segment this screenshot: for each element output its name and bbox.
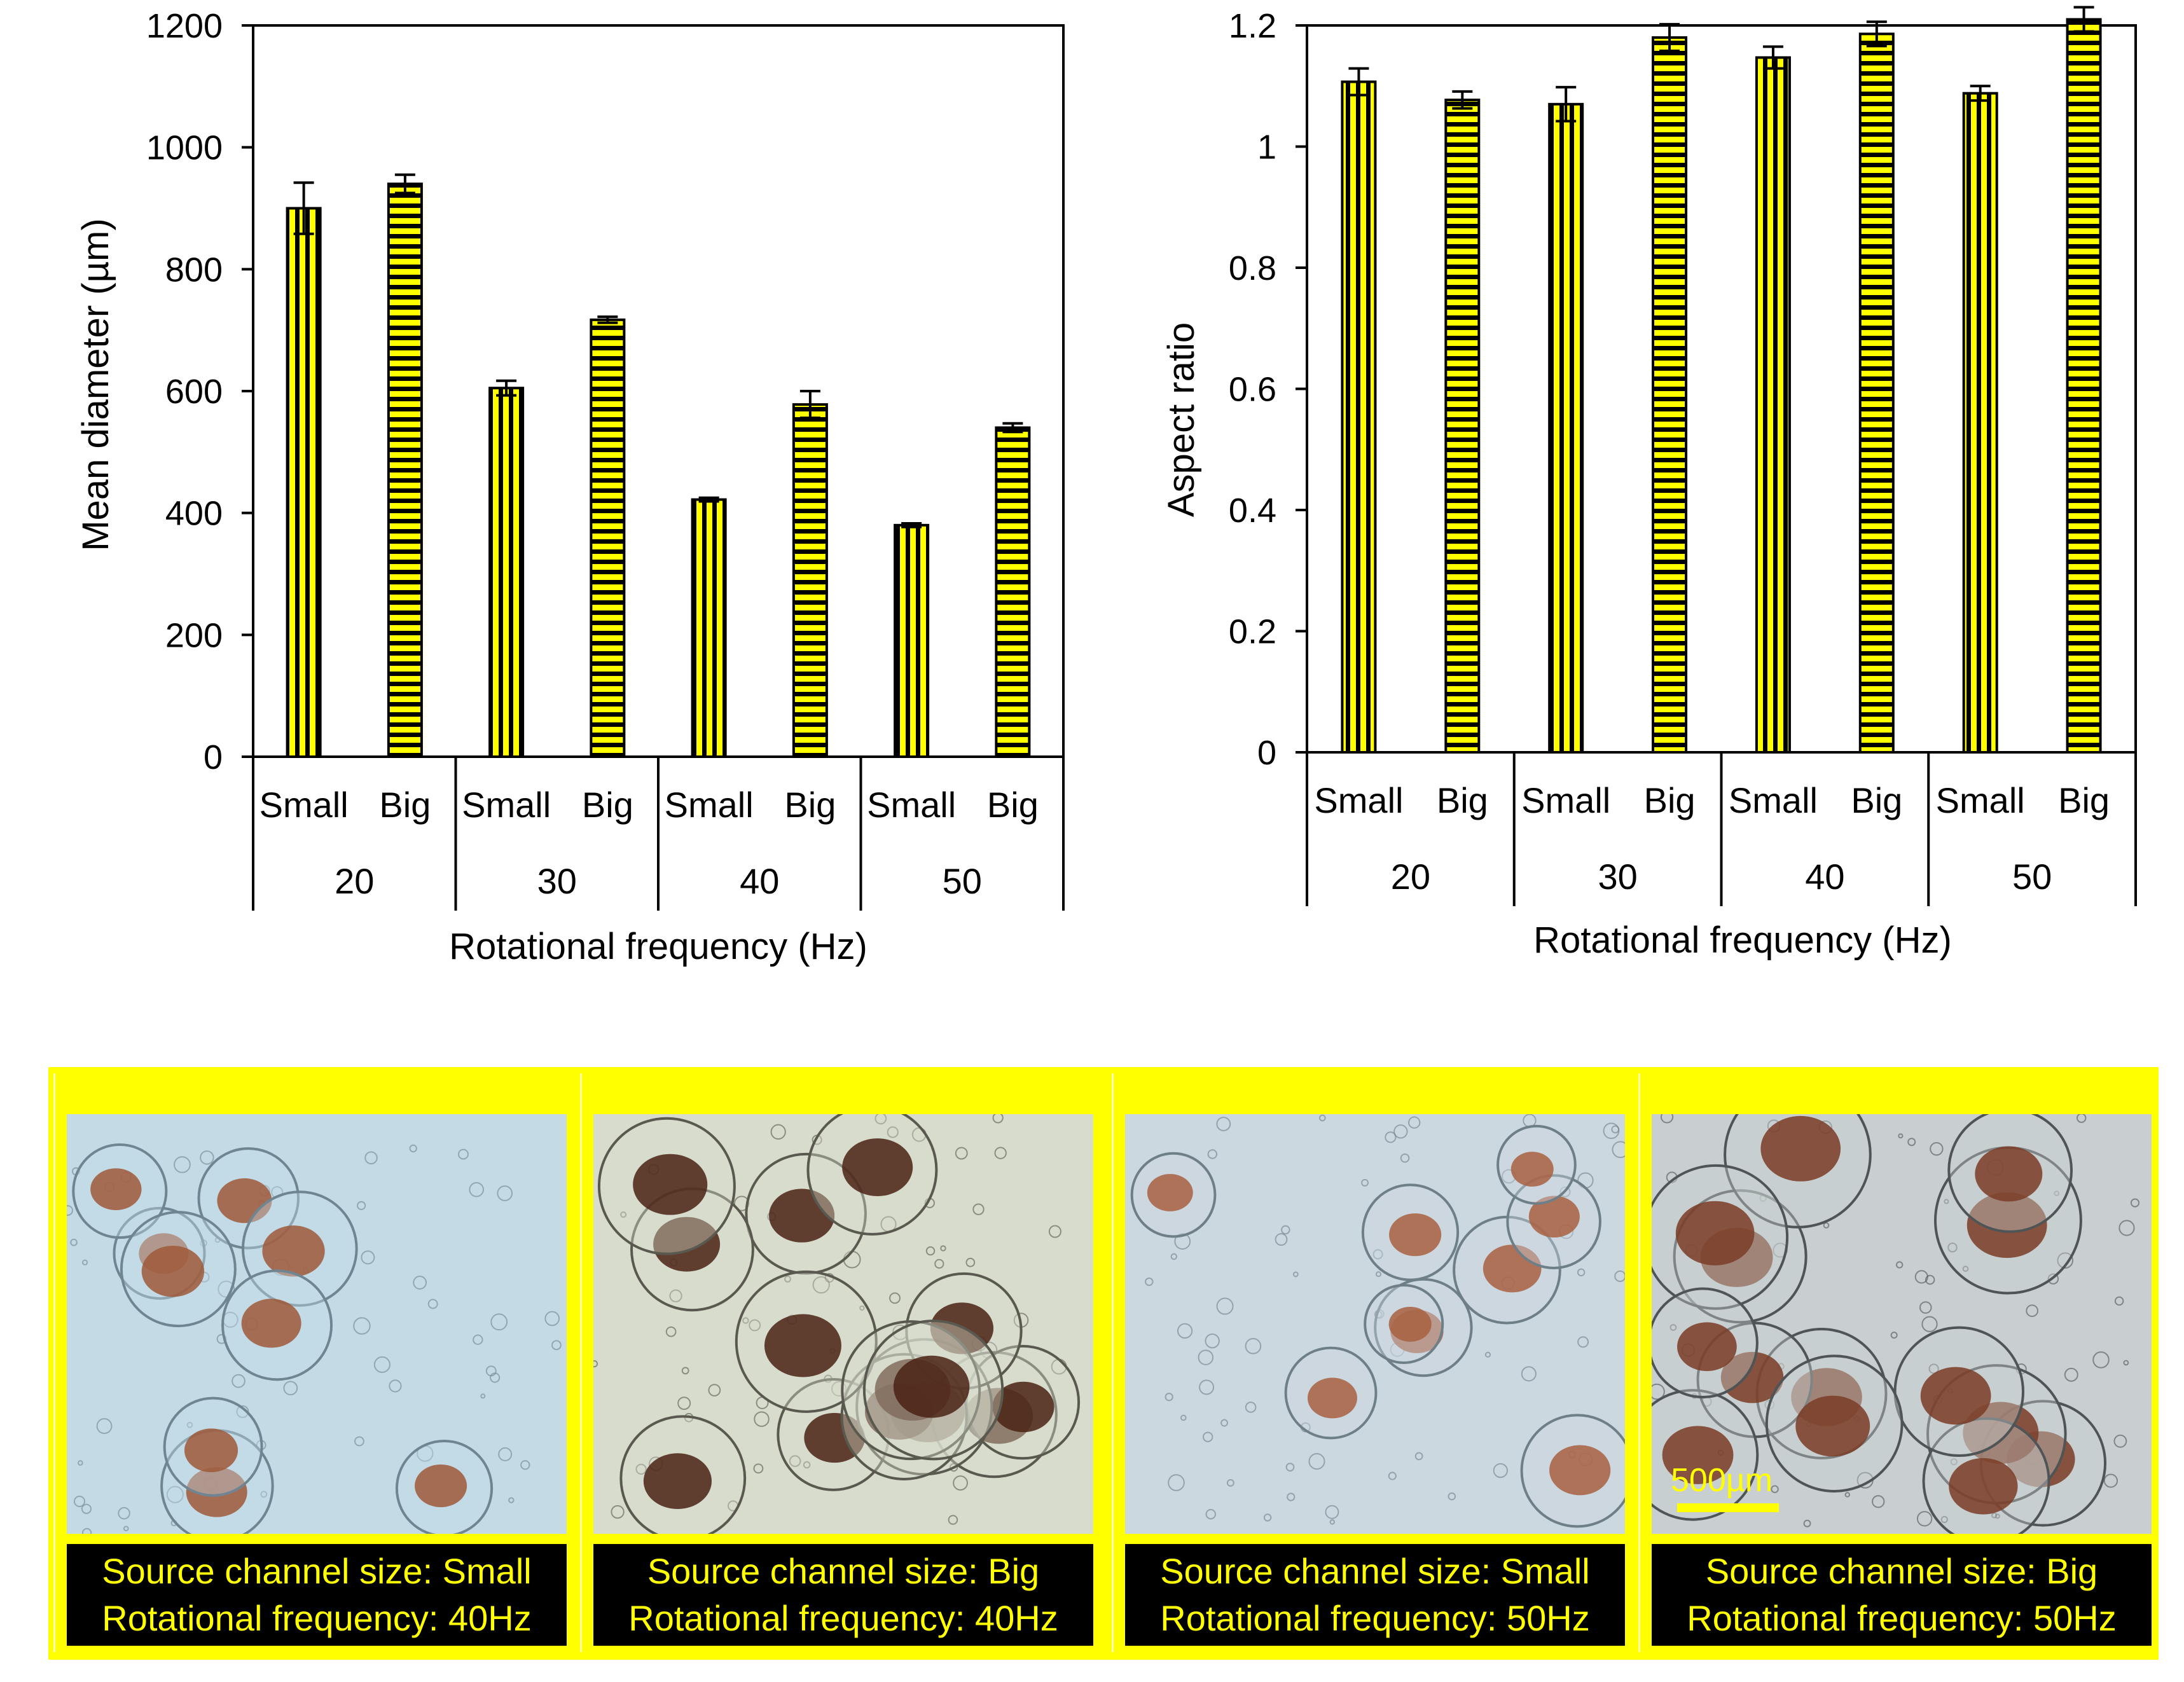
chart2-y-tick-label: 0 [1257,734,1276,772]
chart2-bar [1755,56,1791,754]
micrograph-caption-2: Source channel size: Big Rotational freq… [593,1544,1093,1646]
micrograph-panel-4: 500µm Source channel size: Big Rotationa… [1638,1073,2152,1652]
chart1-y-axis-label: Mean diameter (µm) [75,218,116,551]
chart1-y-tick-label: 1200 [146,7,223,45]
chart2-category-label: Small [1314,780,1403,820]
chart2-group-label: 20 [1391,857,1430,897]
chart2-bar [1962,92,1998,754]
chart2-group-label: 30 [1598,857,1637,897]
caption-2-line-1: Source channel size: Big [647,1551,1040,1591]
caption-1-line-2: Rotational frequency: 40Hz [102,1598,532,1638]
chart1-bar [387,183,423,758]
chart2-y-tick-label: 0.8 [1229,249,1276,287]
chart1-bar [995,426,1031,758]
chart1-category-label: Big [582,785,633,825]
chart1-group-label: 20 [335,861,374,901]
micrograph-panel-1: Source channel size: Small Rotational fr… [53,1073,567,1652]
chart2-bar [1548,102,1584,754]
chart2-x-axis-label: Rotational frequency (Hz) [1533,920,1952,961]
chart1-y-tick-label: 400 [165,495,223,533]
chart2-category-label: Small [1729,780,1818,820]
chart2-y-tick-label: 1 [1257,128,1276,167]
chart2-bar [1444,99,1481,754]
chart2-y-tick-label: 1.2 [1229,7,1276,45]
chart1-plot-frame [252,24,1065,758]
chart2-y-tick-label: 0.6 [1229,371,1276,409]
chart1-bar [691,498,727,758]
chart1-category-label: Small [259,785,349,825]
micrograph-caption-1: Source channel size: Small Rotational fr… [67,1544,567,1646]
mean-diameter-chart: Mean diameter (µm) Rotational frequency … [75,7,1065,967]
caption-1-line-1: Source channel size: Small [102,1551,532,1591]
chart2-category-label: Big [2058,780,2110,820]
micrograph-frame: Source channel size: Small Rotational fr… [48,1067,2159,1660]
micrograph-caption-4: Source channel size: Big Rotational freq… [1652,1544,2152,1646]
micrograph-image-2 [593,1114,1093,1534]
caption-4-line-1: Source channel size: Big [1705,1551,2098,1591]
chart1-y-tick-label: 1000 [146,129,223,167]
chart2-bar [1652,36,1688,754]
chart2-bar [1341,80,1377,754]
chart2-plot-frame [1306,24,2137,754]
chart1-bar [590,318,626,758]
chart2-category-label: Big [1437,780,1488,820]
chart1-category-label: Small [665,785,754,825]
micrograph-image-3 [1125,1114,1625,1534]
chart2-group-label: 40 [1805,857,1844,897]
chart2-category-label: Big [1644,780,1696,820]
chart1-y-tick-label: 0 [204,738,223,776]
chart2-category-label: Small [1936,780,2025,820]
chart1-y-tick-label: 600 [165,373,223,411]
caption-3-line-1: Source channel size: Small [1160,1551,1590,1591]
chart2-y-axis-label: Aspect ratio [1161,322,1202,517]
chart1-category-label: Big [784,785,836,825]
caption-3-line-2: Rotational frequency: 50Hz [1160,1598,1590,1638]
micrograph-image-4 [1652,1114,2152,1534]
scale-bar-label: 500µm [1671,1462,1773,1499]
chart2-y-tick-label: 0.2 [1229,613,1276,651]
chart1-group-label: 30 [537,861,577,901]
chart1-y-tick-label: 200 [165,616,223,654]
chart1-bar [286,207,322,758]
chart2-category-label: Big [1851,780,1902,820]
chart1-group-label: 50 [943,861,982,901]
scale-bar [1677,1503,1779,1512]
chart1-x-axis-label: Rotational frequency (Hz) [449,926,867,967]
chart1-category-label: Big [379,785,431,825]
micrograph-panel-3: Source channel size: Small Rotational fr… [1112,1073,1625,1652]
chart1-bar [894,523,930,758]
chart1-group-label: 40 [740,861,779,901]
chart2-bar [1858,32,1895,754]
chart1-bar [792,403,828,758]
micrograph-caption-3: Source channel size: Small Rotational fr… [1125,1544,1625,1646]
chart1-y-tick-label: 800 [165,251,223,289]
chart1-category-label: Small [462,785,551,825]
chart2-group-label: 50 [2012,857,2052,897]
chart1-bar [488,387,525,758]
chart1-category-label: Big [987,785,1039,825]
chart2-category-label: Small [1521,780,1610,820]
caption-2-line-2: Rotational frequency: 40Hz [628,1598,1058,1638]
chart1-category-label: Small [867,785,956,825]
chart2-bar [2066,18,2102,754]
aspect-ratio-chart: Aspect ratio Rotational frequency (Hz) 0… [1161,6,2137,961]
chart2-y-tick-label: 0.4 [1229,492,1276,530]
caption-4-line-2: Rotational frequency: 50Hz [1687,1598,2117,1638]
micrograph-image-1 [67,1114,567,1534]
micrograph-panel-2: Source channel size: Big Rotational freq… [580,1073,1093,1652]
